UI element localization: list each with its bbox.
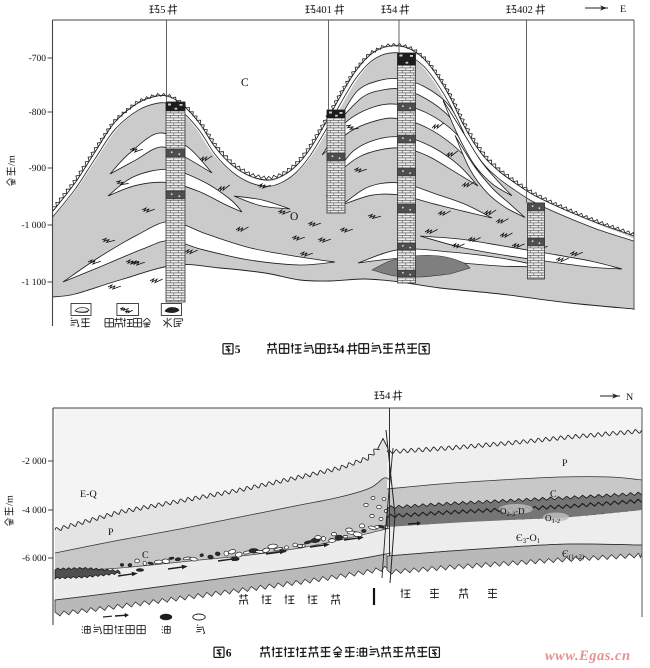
- svg-text:E: E: [620, 4, 626, 15]
- svg-text:-700: -700: [29, 54, 47, 64]
- svg-text:401: 401: [316, 5, 332, 16]
- svg-text:-900: -900: [29, 164, 47, 174]
- svg-text:O: O: [290, 211, 298, 223]
- svg-text:www.Egas.cn: www.Egas.cn: [545, 648, 631, 664]
- svg-text:-800: -800: [29, 108, 47, 118]
- svg-text:-1 000: -1 000: [21, 221, 46, 231]
- svg-text:-1 100: -1 100: [21, 278, 46, 288]
- svg-text:4: 4: [385, 391, 391, 402]
- svg-text:6: 6: [226, 647, 232, 659]
- svg-text:/m: /m: [7, 155, 18, 166]
- svg-text:Є3-O1: Є3-O1: [516, 533, 541, 545]
- svg-text:N: N: [626, 392, 633, 403]
- svg-text:4: 4: [392, 5, 398, 16]
- svg-text:-4 000: -4 000: [22, 506, 47, 516]
- svg-text:O2-3-D: O2-3-D: [500, 506, 525, 518]
- svg-text:C: C: [142, 550, 149, 561]
- svg-text:5: 5: [235, 344, 241, 356]
- svg-text:/m: /m: [5, 495, 16, 506]
- svg-text:C: C: [550, 489, 557, 500]
- svg-text:402: 402: [517, 5, 533, 16]
- svg-text:E-Q: E-Q: [80, 489, 97, 500]
- svg-text:4: 4: [339, 344, 345, 356]
- svg-text:P: P: [562, 458, 568, 469]
- svg-text:-6 000: -6 000: [22, 554, 47, 564]
- svg-text:C: C: [241, 77, 249, 89]
- svg-text:P: P: [108, 527, 114, 538]
- svg-text:-2 000: -2 000: [22, 457, 47, 467]
- svg-text:5: 5: [160, 5, 165, 16]
